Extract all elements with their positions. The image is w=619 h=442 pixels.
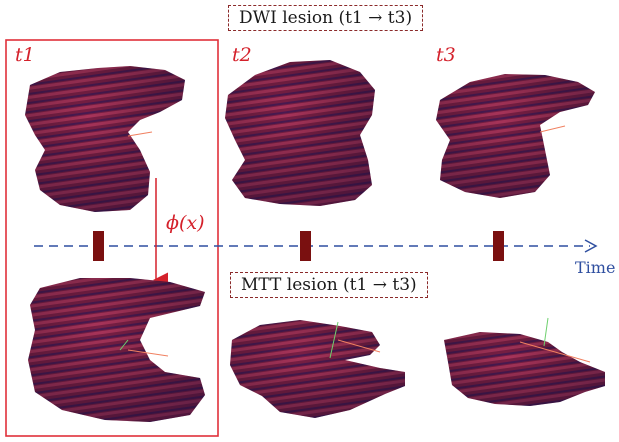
dwi-title-box: DWI lesion (t1 → t3) xyxy=(228,5,424,31)
mtt-lesion-t3 xyxy=(444,317,605,406)
timeline-arrowhead xyxy=(584,239,598,253)
timepoint-marker-t2 xyxy=(300,231,311,261)
deformation-label: ϕ(x) xyxy=(166,212,205,234)
dwi-lesion-t3 xyxy=(436,74,595,198)
dwi-title: DWI lesion (t1 → t3) xyxy=(239,8,413,28)
time-label-t3: t3 xyxy=(436,44,456,66)
timepoint-marker-t1 xyxy=(93,231,104,261)
mtt-lesion-t2 xyxy=(230,320,405,418)
t1-highlight-box xyxy=(5,39,219,437)
mtt-title-box: MTT lesion (t1 → t3) xyxy=(230,272,428,298)
time-axis-label: Time xyxy=(575,258,616,277)
dwi-lesion-t2 xyxy=(225,60,375,206)
timepoint-marker-t3 xyxy=(493,231,504,261)
mtt-lesion-t1 xyxy=(28,278,205,422)
time-label-t2: t2 xyxy=(232,44,252,66)
dwi-lesion-t1 xyxy=(25,66,185,212)
time-label-t1: t1 xyxy=(15,44,35,66)
mtt-title: MTT lesion (t1 → t3) xyxy=(241,275,417,295)
